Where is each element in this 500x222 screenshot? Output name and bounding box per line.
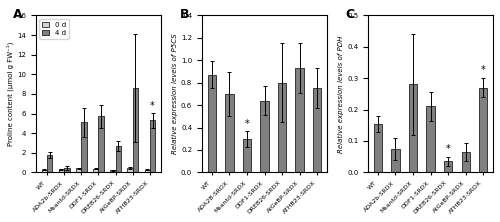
Text: *: * — [150, 101, 155, 111]
Bar — [59, 169, 64, 172]
Bar — [444, 161, 452, 172]
Text: *: * — [446, 143, 450, 153]
Bar — [426, 107, 434, 172]
Legend: 0 d, 4 d: 0 d, 4 d — [40, 19, 68, 39]
Bar — [260, 101, 268, 172]
Bar — [76, 168, 82, 172]
Bar — [133, 88, 138, 172]
Text: A: A — [14, 8, 23, 21]
Y-axis label: Relative expression levels of P5CS: Relative expression levels of P5CS — [172, 34, 178, 154]
Bar — [409, 85, 417, 172]
Text: *: * — [244, 119, 250, 129]
Bar — [64, 168, 70, 172]
Y-axis label: Proline content (μmol g FW⁻¹): Proline content (μmol g FW⁻¹) — [7, 42, 14, 146]
Bar — [296, 68, 304, 172]
Bar — [116, 146, 121, 172]
Bar — [98, 117, 104, 172]
Bar — [278, 83, 286, 172]
Y-axis label: Relative expression levels of PDH: Relative expression levels of PDH — [338, 35, 344, 153]
Bar — [374, 124, 382, 172]
Bar — [110, 170, 116, 172]
Bar — [462, 152, 470, 172]
Bar — [42, 170, 47, 172]
Bar — [150, 120, 156, 172]
Bar — [144, 170, 150, 172]
Text: B: B — [180, 8, 189, 21]
Bar — [208, 75, 216, 172]
Text: *: * — [481, 65, 486, 75]
Text: C: C — [346, 8, 354, 21]
Bar — [225, 94, 234, 172]
Bar — [479, 88, 488, 172]
Bar — [313, 88, 322, 172]
Bar — [47, 155, 52, 172]
Bar — [128, 168, 133, 172]
Bar — [243, 139, 251, 172]
Bar — [93, 169, 98, 172]
Bar — [82, 122, 86, 172]
Bar — [391, 149, 400, 172]
